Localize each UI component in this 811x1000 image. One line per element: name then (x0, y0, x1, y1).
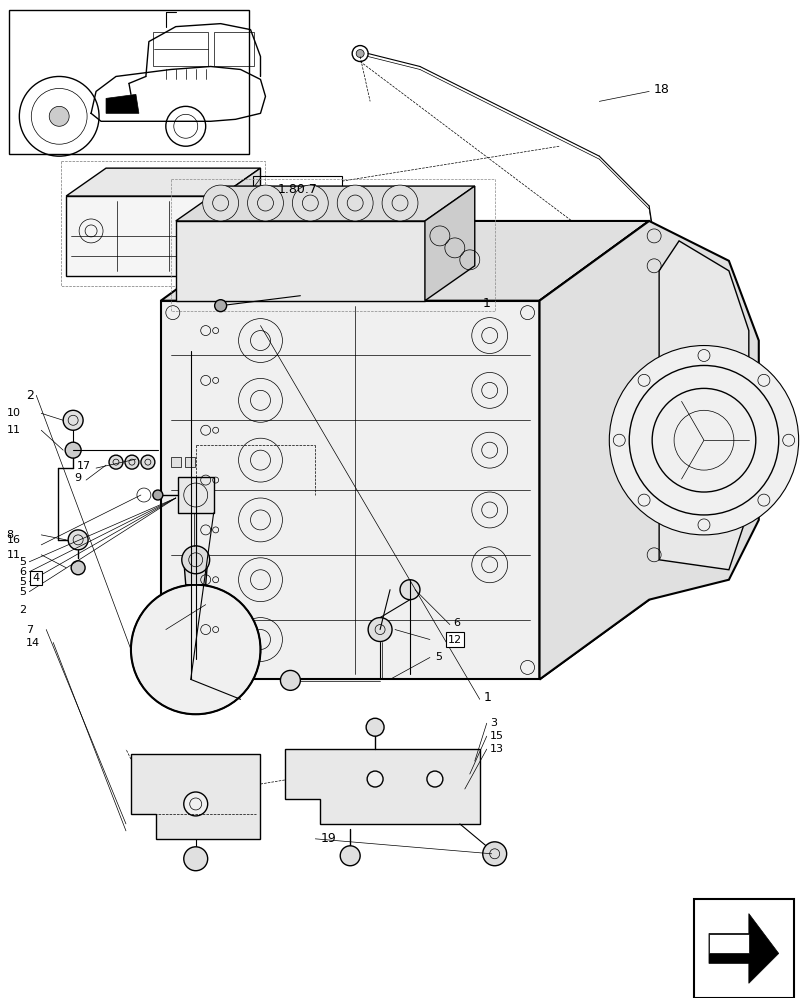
Text: 5: 5 (19, 557, 26, 567)
Polygon shape (66, 168, 260, 196)
Polygon shape (424, 186, 474, 301)
Circle shape (63, 410, 83, 430)
Text: 1: 1 (483, 691, 491, 704)
Circle shape (427, 771, 442, 787)
Bar (693, 899, 792, 998)
Text: 11: 11 (6, 550, 20, 560)
Circle shape (261, 259, 285, 283)
Circle shape (608, 346, 798, 535)
Polygon shape (106, 94, 139, 113)
Polygon shape (708, 934, 748, 953)
Text: 3: 3 (489, 718, 496, 728)
Circle shape (214, 300, 226, 312)
Text: 2: 2 (19, 605, 26, 615)
Bar (252, 176, 341, 202)
Circle shape (654, 275, 663, 283)
Circle shape (203, 185, 238, 221)
Bar (178, 477, 213, 513)
Circle shape (382, 185, 418, 221)
Polygon shape (161, 221, 648, 301)
Text: 1.80.7: 1.80.7 (277, 183, 317, 196)
Polygon shape (539, 221, 648, 679)
Text: 15: 15 (489, 731, 503, 741)
Circle shape (152, 490, 163, 500)
Circle shape (141, 455, 155, 469)
Text: 14: 14 (26, 638, 41, 648)
Circle shape (109, 455, 122, 469)
Circle shape (183, 847, 208, 871)
Polygon shape (659, 241, 748, 570)
Circle shape (68, 530, 88, 550)
Text: 16: 16 (6, 535, 20, 545)
Bar (213, 32, 253, 66)
Bar (170, 457, 181, 467)
Circle shape (183, 792, 208, 816)
Bar (10, 10, 248, 154)
Polygon shape (708, 914, 778, 983)
Text: 6: 6 (19, 567, 26, 577)
Circle shape (247, 185, 283, 221)
Circle shape (367, 618, 392, 642)
Polygon shape (221, 168, 260, 276)
Text: 6: 6 (453, 618, 459, 628)
Text: 10: 10 (6, 408, 20, 418)
Polygon shape (66, 196, 221, 276)
Bar (185, 457, 195, 467)
Circle shape (131, 585, 260, 714)
Text: 2: 2 (26, 389, 34, 402)
Circle shape (367, 771, 383, 787)
Polygon shape (285, 749, 479, 824)
Circle shape (292, 185, 328, 221)
Text: 4: 4 (32, 573, 40, 583)
Text: 11: 11 (6, 425, 20, 435)
Polygon shape (131, 754, 260, 839)
Circle shape (182, 546, 209, 574)
Text: 8: 8 (6, 530, 14, 540)
Circle shape (71, 561, 85, 575)
Polygon shape (183, 560, 208, 585)
Text: 5: 5 (19, 587, 26, 597)
Text: 5: 5 (19, 577, 26, 587)
Text: 9: 9 (74, 473, 81, 483)
Text: 13: 13 (489, 744, 503, 754)
Polygon shape (161, 301, 539, 679)
Text: 19: 19 (320, 832, 336, 845)
Polygon shape (539, 221, 757, 679)
Text: 5: 5 (435, 652, 441, 662)
Circle shape (280, 670, 300, 690)
Circle shape (356, 50, 363, 58)
Circle shape (49, 106, 69, 126)
Circle shape (400, 580, 419, 600)
Circle shape (65, 442, 81, 458)
Text: 12: 12 (447, 635, 461, 645)
Circle shape (337, 185, 372, 221)
Circle shape (366, 718, 384, 736)
Circle shape (483, 842, 506, 866)
Polygon shape (175, 186, 474, 221)
Bar (61, 161, 265, 286)
Text: 7: 7 (26, 625, 33, 635)
Text: 1: 1 (483, 297, 490, 310)
Text: 18: 18 (654, 83, 669, 96)
Circle shape (125, 455, 139, 469)
Circle shape (340, 846, 360, 866)
Text: 17: 17 (77, 461, 91, 471)
Bar (152, 32, 208, 66)
Bar (170, 179, 494, 311)
Polygon shape (175, 221, 424, 301)
